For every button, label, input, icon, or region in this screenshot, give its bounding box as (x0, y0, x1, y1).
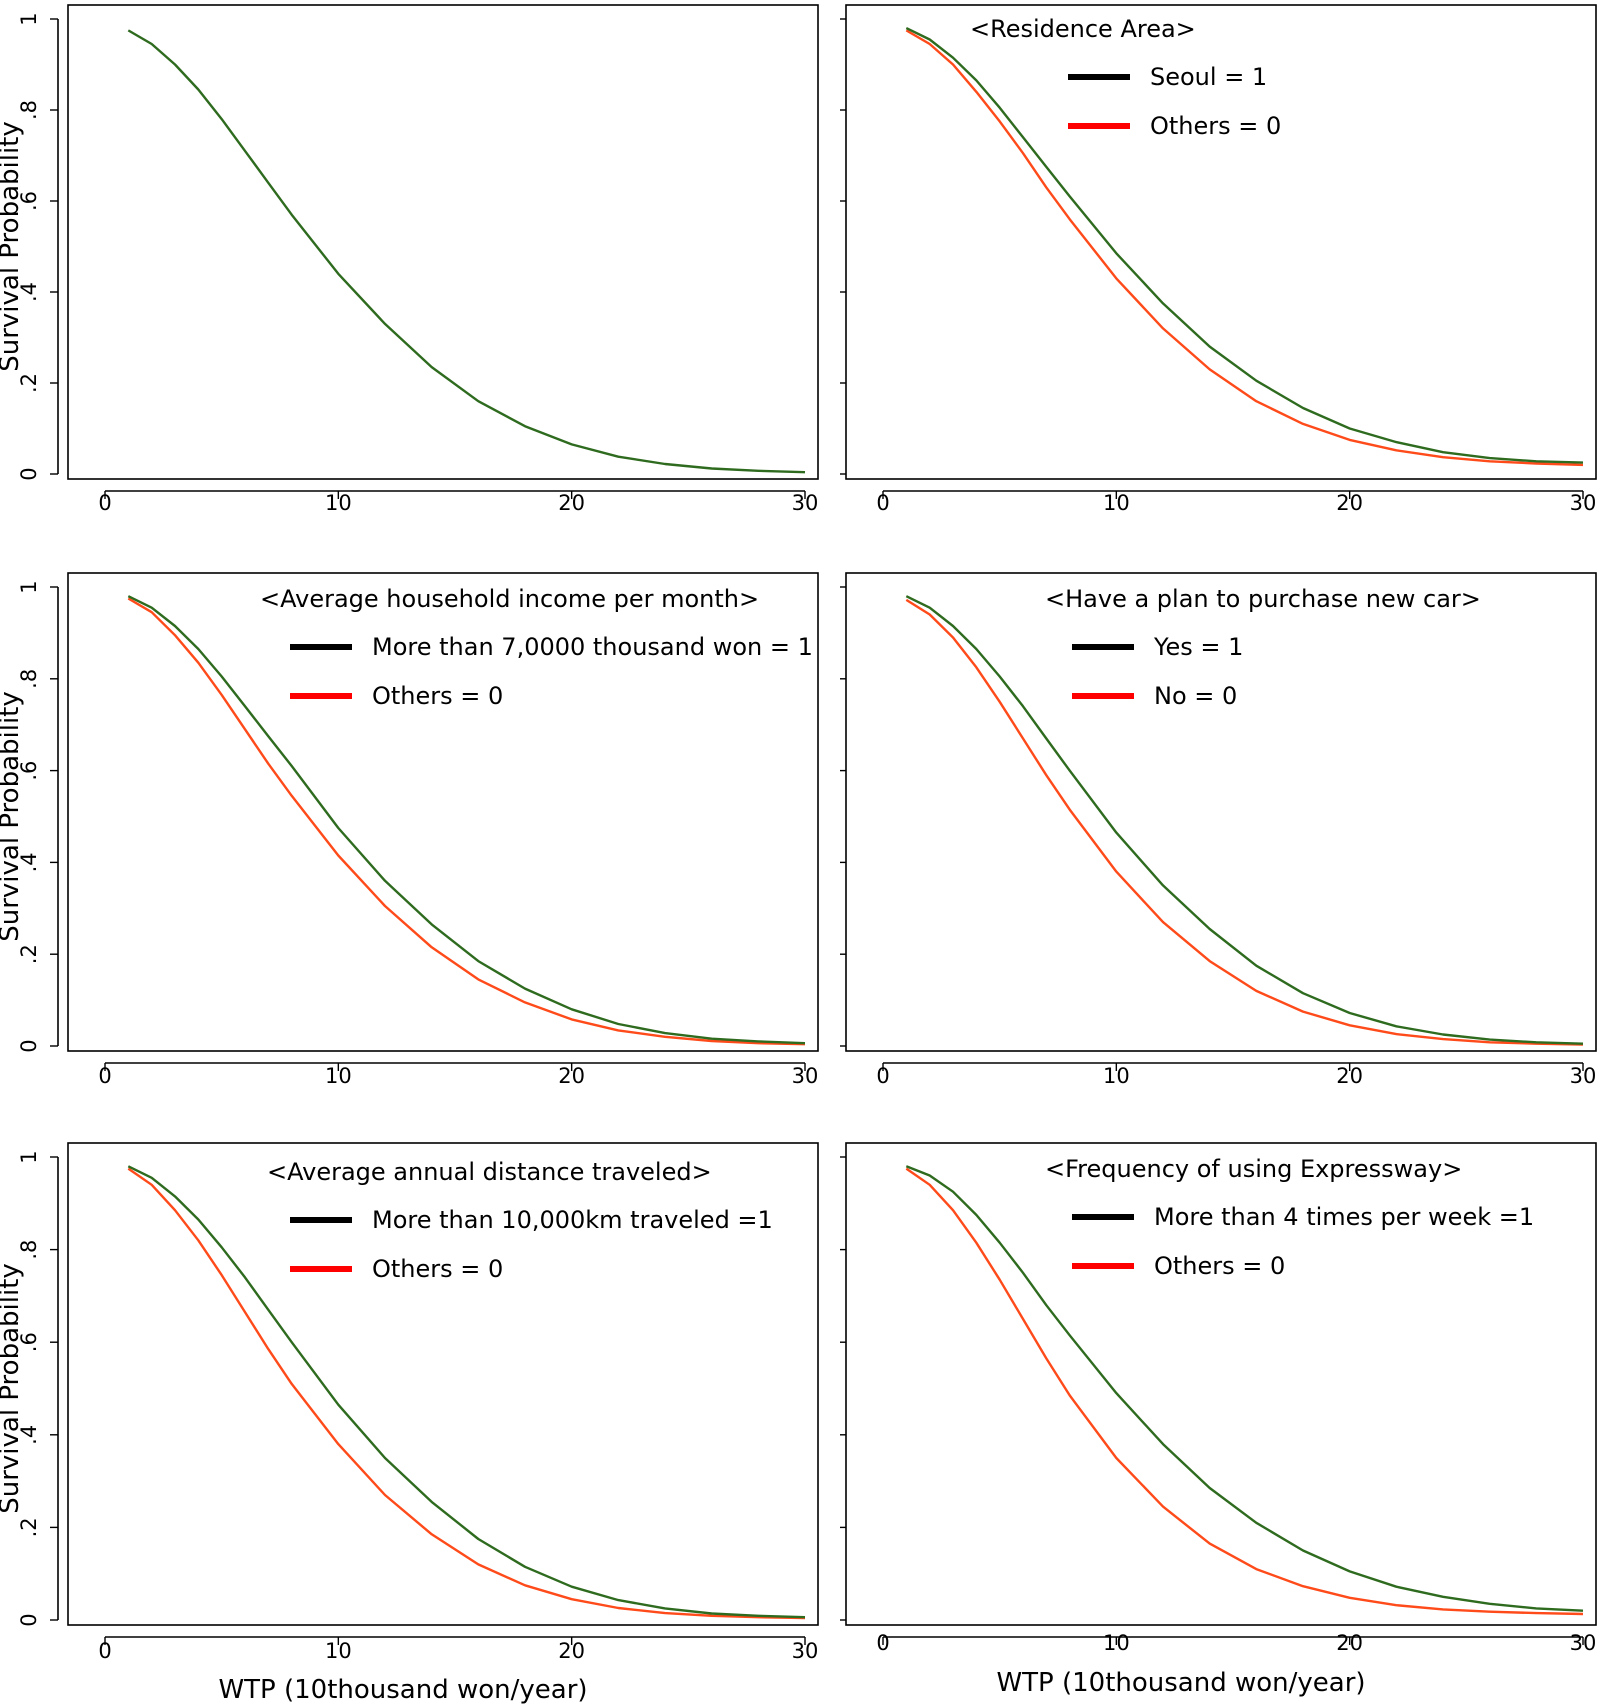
y-tick-label: 1 (17, 580, 41, 593)
chart-panel-5: 0 10 20 30 0 .2 .4 .6 .8 1 Survival Probability WTP… (0, 1142, 819, 1705)
chart-panel-2: 0 10 20 30 <Residence Area> Seoul = 1 Others =… (840, 4, 1597, 515)
series-line-group-1 (127, 1165, 806, 1619)
series-line-group-1 (127, 595, 806, 1045)
x-tick-label: 0 (876, 1064, 889, 1088)
y-tick-label: .6 (17, 761, 41, 781)
x-tick-label: 10 (1103, 491, 1130, 515)
x-tick-label: 20 (558, 1064, 585, 1088)
y-tick-label: .8 (17, 100, 41, 120)
chart-panel-6: 0 10 20 30 WTP (10thousand won/year) <Frequen… (840, 1142, 1597, 1698)
legend-title: <Average annual distance traveled> (267, 1158, 712, 1186)
series-line-group-0 (905, 29, 1584, 467)
legend-label: More than 10,000km traveled =1 (372, 1206, 773, 1234)
y-tick-label: .2 (17, 1517, 41, 1537)
x-tick-label: 20 (558, 1639, 585, 1663)
y-tick-label: 1 (17, 12, 41, 25)
plot-frame (67, 4, 819, 480)
series-line-group-1 (905, 595, 1584, 1045)
legend-title: <Have a plan to purchase new car> (1045, 585, 1481, 613)
x-tick-label: 10 (1103, 1631, 1130, 1655)
x-tick-label: 10 (325, 1064, 352, 1088)
x-axis-title: WTP (10thousand won/year) (996, 1668, 1365, 1698)
y-tick-label: .6 (17, 1332, 41, 1352)
x-tick-label: 30 (1570, 1064, 1597, 1088)
series-line-group-0 (905, 598, 1584, 1046)
y-tick-label: .2 (17, 373, 41, 393)
legend-label: Others = 0 (1150, 112, 1281, 140)
x-tick-label: 0 (876, 491, 889, 515)
y-axis-title: Survival Probability (0, 121, 25, 372)
x-tick-label: 0 (876, 1631, 889, 1655)
chart-panel-3: 0 10 20 30 0 .2 .4 .6 .8 1 Survival Probability <Av… (0, 572, 819, 1088)
legend-label: More than 7,0000 thousand won = 1 (372, 633, 813, 661)
x-tick-label: 30 (792, 491, 819, 515)
y-tick-label: .4 (17, 1425, 41, 1445)
legend-label: Yes = 1 (1153, 633, 1243, 661)
x-tick-label: 10 (325, 491, 352, 515)
y-tick-label: .4 (17, 282, 41, 302)
x-tick-label: 20 (1336, 1631, 1363, 1655)
y-tick-label: .8 (17, 669, 41, 689)
legend-label: Others = 0 (372, 682, 503, 710)
plot-frame (67, 572, 819, 1052)
legend-label: More than 4 times per week =1 (1154, 1203, 1534, 1231)
legend-label: No = 0 (1154, 682, 1237, 710)
x-axis-title: WTP (10thousand won/year) (218, 1675, 587, 1705)
y-tick-label: .4 (17, 852, 41, 872)
x-tick-label: 10 (325, 1639, 352, 1663)
legend-label: Others = 0 (372, 1255, 503, 1283)
y-tick-label: 0 (17, 1613, 41, 1626)
y-tick-label: 0 (17, 467, 41, 480)
legend-label: Others = 0 (1154, 1252, 1285, 1280)
y-tick-label: 1 (17, 1150, 41, 1163)
plot-frame (845, 572, 1597, 1052)
series-line-group-1 (127, 29, 806, 474)
x-tick-label: 30 (792, 1639, 819, 1663)
x-tick-label: 0 (98, 1064, 111, 1088)
y-tick-label: .8 (17, 1240, 41, 1260)
y-axis-title: Survival Probability (0, 691, 25, 942)
y-axis-title: Survival Probability (0, 1263, 25, 1514)
x-tick-label: 30 (1570, 1631, 1597, 1655)
x-tick-label: 0 (98, 491, 111, 515)
series-line-group-1 (905, 1165, 1584, 1612)
x-tick-label: 0 (98, 1639, 111, 1663)
series-line-group-0 (127, 597, 806, 1046)
chart-panel-4: 0 10 20 30 <Have a plan to purchase new car>… (840, 572, 1597, 1088)
legend-label: Seoul = 1 (1150, 63, 1267, 91)
x-tick-label: 20 (1336, 491, 1363, 515)
y-tick-label: .6 (17, 191, 41, 211)
plot-frame (845, 1142, 1597, 1626)
x-tick-label: 30 (1570, 491, 1597, 515)
y-tick-label: .2 (17, 944, 41, 964)
x-tick-label: 20 (558, 491, 585, 515)
x-tick-label: 10 (1103, 1064, 1130, 1088)
x-tick-label: 30 (792, 1064, 819, 1088)
plot-frame (67, 1142, 819, 1626)
legend-title: <Residence Area> (970, 15, 1196, 43)
series-line-group-1 (905, 27, 1584, 464)
x-tick-label: 20 (1336, 1064, 1363, 1088)
series-line-group-0 (127, 1167, 806, 1620)
legend-title: <Average household income per month> (260, 585, 759, 613)
series-line-group-0 (905, 1167, 1584, 1616)
y-tick-label: 0 (17, 1039, 41, 1052)
chart-panel-1: 0 10 20 30 0 .2 .4 .6 .8 1 Survival Probability (0, 4, 819, 515)
legend-title: <Frequency of using Expressway> (1045, 1155, 1462, 1183)
